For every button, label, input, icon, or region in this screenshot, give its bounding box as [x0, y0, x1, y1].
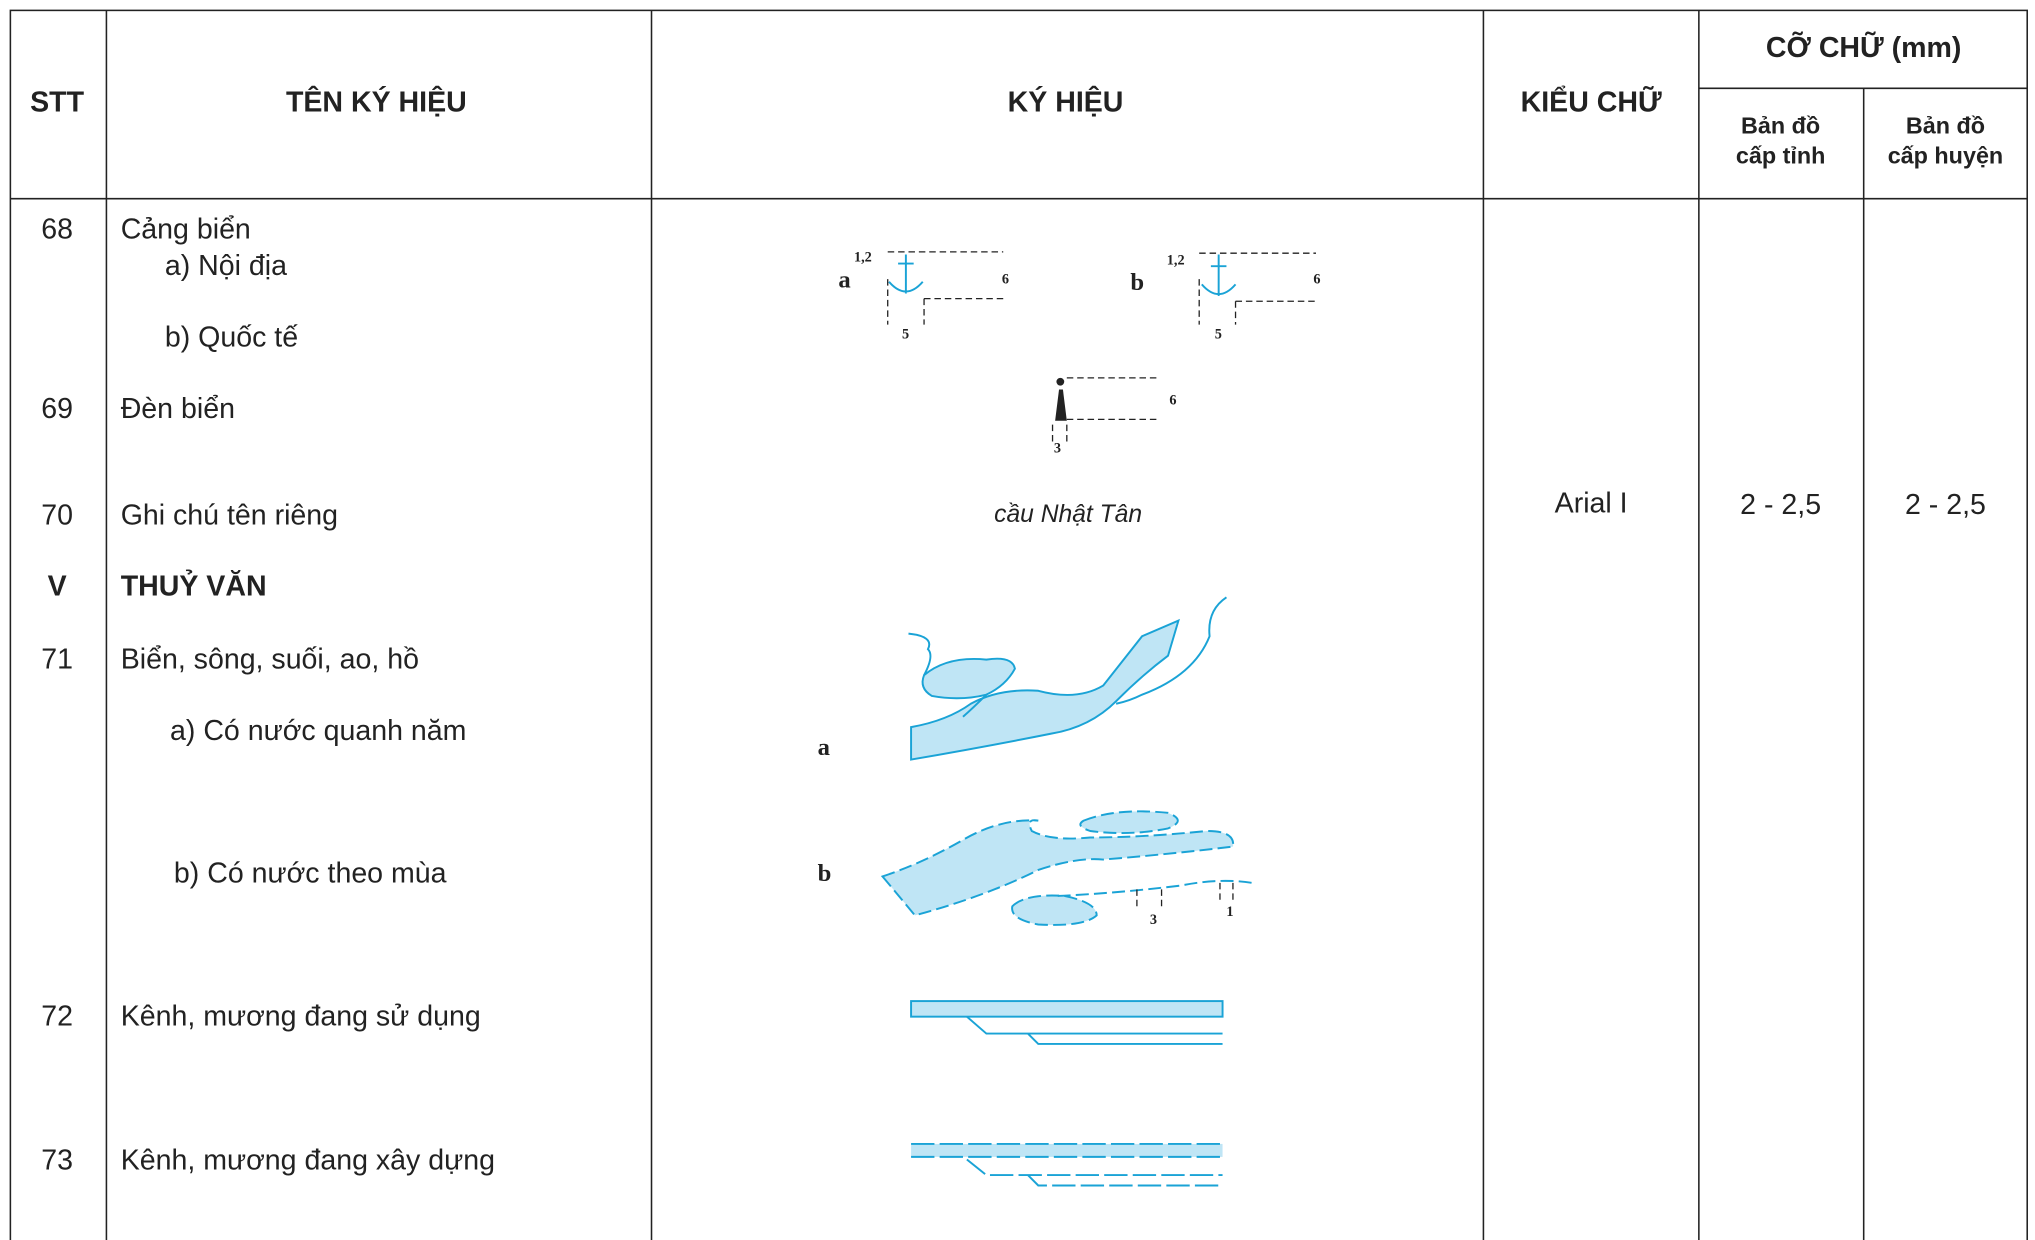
- table-grid: [9, 9, 2028, 1240]
- row-name: a) Có nước quanh năm: [170, 715, 466, 747]
- row-name: Kênh, mương đang sử dụng: [121, 1001, 481, 1033]
- header-cell: KÝ HIỆU: [1008, 86, 1124, 118]
- row-number: 68: [41, 214, 73, 246]
- row-number: 71: [41, 643, 73, 675]
- row-name: Kênh, mương đang xây dựng: [121, 1145, 495, 1177]
- size-district: 2 - 2,5: [1905, 489, 1986, 521]
- header-cell: TÊN KÝ HIỆU: [286, 86, 467, 118]
- symbol-label: 1: [1226, 904, 1233, 920]
- symbol-label: b: [1130, 269, 1144, 296]
- row-name: b) Có nước theo mùa: [174, 858, 447, 890]
- row-number: 70: [41, 499, 73, 531]
- port-symbol-a: a 1,2 6 5: [838, 250, 1009, 343]
- symbol-label: a: [838, 266, 850, 293]
- river-symbol-a: a: [818, 596, 1228, 761]
- canal-building-symbol: [911, 1142, 1223, 1187]
- row-name: Đèn biển: [121, 393, 235, 425]
- row-number: 72: [41, 1001, 73, 1033]
- symbol-label: 3: [1054, 441, 1061, 457]
- symbol-label: 3: [1150, 912, 1157, 928]
- size-province: 2 - 2,5: [1740, 489, 1821, 521]
- row-name: a) Nội địa: [165, 250, 287, 282]
- symbol-label: 1,2: [854, 250, 872, 266]
- symbol-label: 6: [1169, 392, 1176, 408]
- row-name: b) Quốc tế: [165, 321, 298, 353]
- symbol-label: 6: [1313, 272, 1320, 288]
- header-cell: CỠ CHỮ (mm): [1766, 32, 1961, 64]
- header-cell: KIỂU CHỮ: [1521, 86, 1662, 118]
- symbol-label: 5: [1215, 326, 1222, 342]
- header-cell: cấp tỉnh: [1736, 142, 1826, 168]
- header-cell: STT: [30, 86, 84, 118]
- row-name: Biển, sông, suối, ao, hồ: [121, 643, 419, 675]
- row-number: V: [48, 571, 67, 603]
- row-name: Ghi chú tên riêng: [121, 499, 338, 531]
- symbol-label: 6: [1002, 272, 1009, 288]
- name-sample: cầu Nhật Tân: [994, 501, 1142, 528]
- font-style: Arial I: [1555, 488, 1628, 520]
- row-name: THUỶ VĂN: [121, 570, 267, 603]
- symbol-label: a: [818, 734, 830, 761]
- symbol-label: b: [818, 860, 832, 887]
- canal-in-use-symbol: [910, 1000, 1224, 1045]
- row-name: Cảng biển: [121, 214, 251, 246]
- header-cell: cấp huyện: [1888, 142, 2004, 168]
- row-number: 73: [41, 1145, 73, 1177]
- lighthouse-symbol: 6 3: [1051, 377, 1176, 457]
- header-cell: Bản đồ: [1741, 112, 1820, 138]
- symbol-label: 5: [902, 326, 909, 342]
- header-cell: Bản đồ: [1906, 112, 1985, 138]
- symbol-label: 1,2: [1167, 252, 1185, 268]
- river-symbol-b: b 3 1: [818, 810, 1253, 928]
- row-number: 69: [41, 393, 73, 425]
- port-symbol-b: b 1,2 6 5: [1130, 252, 1320, 342]
